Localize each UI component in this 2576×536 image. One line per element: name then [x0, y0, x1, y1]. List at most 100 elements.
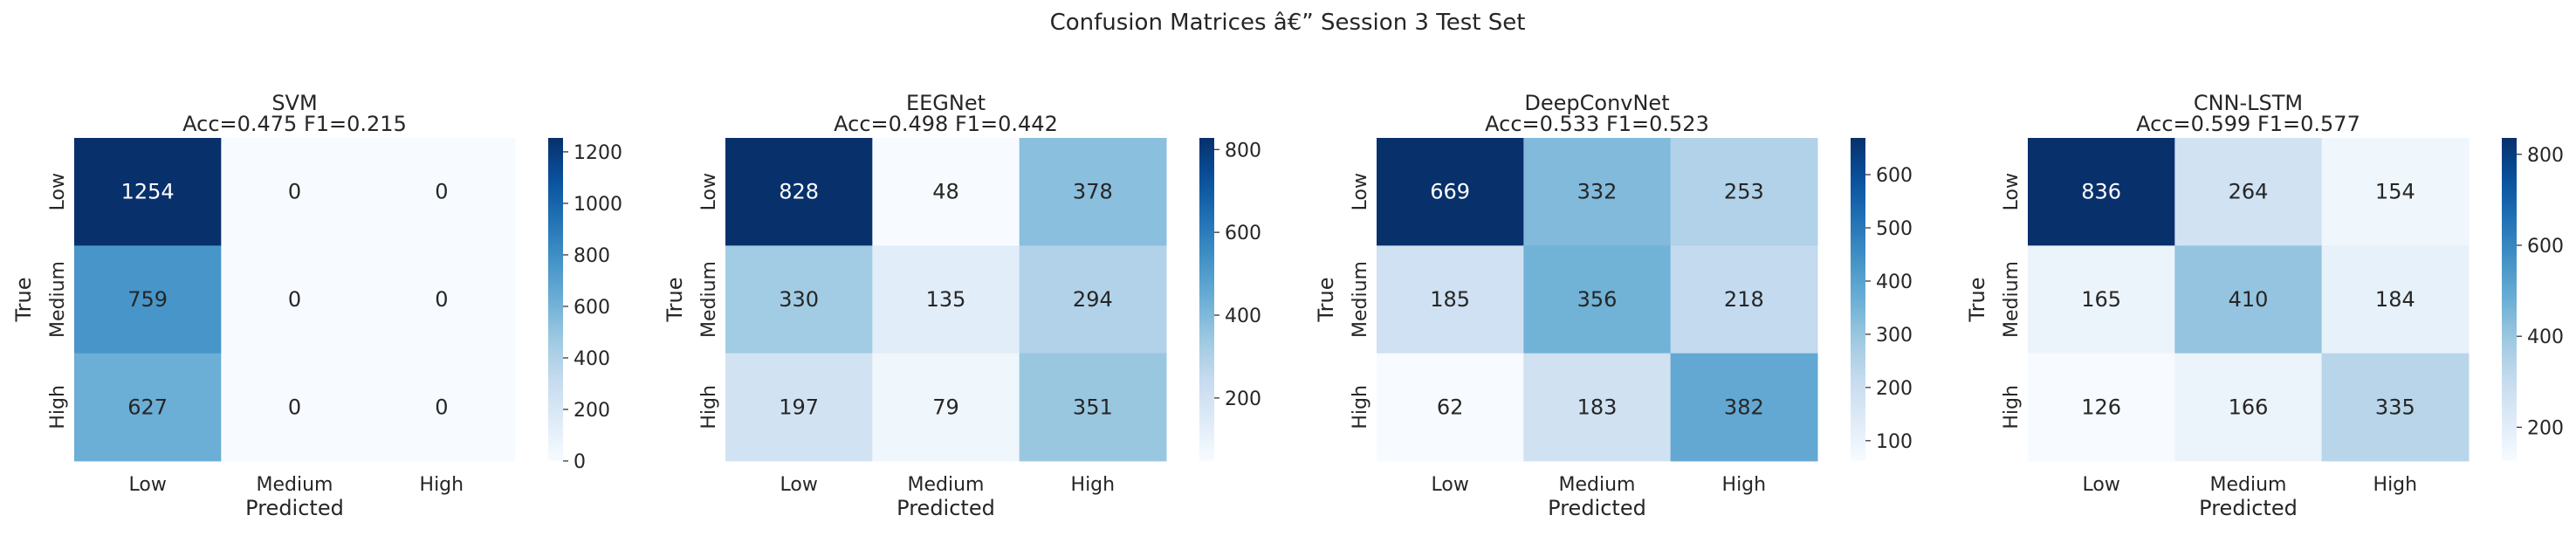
heatmap-cell	[2174, 245, 2323, 354]
heatmap-cell	[2321, 245, 2470, 354]
y-tick-label: High	[698, 385, 720, 429]
x-axis-label: Predicted	[245, 496, 344, 520]
panel-title: DeepConvNet	[1524, 91, 1669, 115]
panel-subtitle: Acc=0.599 F1=0.577	[2136, 112, 2360, 136]
cell-value-label: 294	[1073, 287, 1113, 312]
colorbar	[2502, 138, 2517, 461]
x-tick-label: High	[1722, 474, 1767, 496]
cell-value-label: 836	[2081, 180, 2121, 204]
y-tick-label: Medium	[698, 261, 720, 338]
heatmap-cell	[2028, 353, 2175, 462]
y-axis-label: True	[1314, 278, 1338, 323]
y-tick-label: High	[47, 385, 69, 429]
cell-value-label: 627	[127, 395, 168, 419]
panel-title: EEGNet	[906, 91, 986, 115]
colorbar-tick-label: 500	[1876, 218, 1913, 240]
heatmap-cell	[872, 353, 1020, 462]
colorbar	[1851, 138, 1865, 461]
cell-value-label: 332	[1577, 180, 1618, 204]
cell-value-label: 356	[1577, 287, 1618, 312]
colorbar-tick-label: 200	[2527, 417, 2564, 439]
colorbar-tick-label: 800	[2527, 145, 2564, 167]
panel-title: CNN-LSTM	[2194, 91, 2303, 115]
heatmap-cell	[872, 245, 1020, 354]
cell-value-label: 264	[2229, 180, 2269, 204]
colorbar-tick-label: 600	[2527, 236, 2564, 258]
x-tick-label: Low	[2083, 474, 2120, 496]
x-tick-label: Low	[129, 474, 167, 496]
colorbar-tick-label: 600	[574, 297, 610, 319]
heatmap-cell	[1670, 138, 1818, 246]
panel-title: SVM	[271, 91, 317, 115]
x-tick-label: High	[1071, 474, 1116, 496]
cell-value-label: 1254	[121, 180, 175, 204]
colorbar-tick-label: 600	[1876, 165, 1913, 187]
colorbar-tick-label: 100	[1876, 431, 1913, 453]
x-tick-label: Low	[780, 474, 818, 496]
cell-value-label: 197	[779, 395, 819, 419]
cell-value-label: 330	[779, 287, 819, 312]
cell-value-label: 382	[1724, 395, 1764, 419]
y-axis-label: True	[1965, 278, 1989, 323]
panel-subtitle: Acc=0.475 F1=0.215	[182, 112, 407, 136]
heatmap-cell	[1670, 353, 1818, 462]
heatmap-cell	[2028, 138, 2175, 246]
y-tick-label: Low	[1350, 173, 1371, 210]
colorbar-tick-label: 200	[574, 400, 610, 422]
colorbar-tick-label: 200	[1876, 378, 1913, 400]
heatmap-cell	[2028, 245, 2175, 354]
colorbar-tick-label: 800	[1225, 140, 1261, 161]
colorbar-tick-label: 400	[1225, 306, 1261, 327]
colorbar-tick-label: 400	[2527, 326, 2564, 348]
heatmap-cell	[221, 353, 369, 462]
cell-value-label: 154	[2375, 180, 2415, 204]
heatmap-cell	[2321, 353, 2470, 462]
cell-value-label: 184	[2375, 287, 2415, 312]
cell-value-label: 669	[1430, 180, 1470, 204]
heatmap-cell	[872, 138, 1020, 246]
y-tick-label: Medium	[2001, 261, 2023, 338]
heatmap-cell	[74, 353, 222, 462]
cell-value-label: 0	[435, 180, 448, 204]
x-tick-label: High	[2373, 474, 2418, 496]
heatmap-cell	[1019, 245, 1167, 354]
x-tick-label: Low	[1432, 474, 1469, 496]
heatmap-cell	[221, 138, 369, 246]
heatmap-cell	[1377, 138, 1524, 246]
panel-subtitle: Acc=0.498 F1=0.442	[834, 112, 1058, 136]
cell-value-label: 79	[932, 395, 959, 419]
heatmap-cell	[368, 353, 516, 462]
cell-value-label: 0	[288, 287, 301, 312]
heatmap-cell	[1670, 245, 1818, 354]
y-tick-label: Medium	[1350, 261, 1371, 338]
colorbar-tick-label: 600	[1225, 223, 1261, 244]
y-tick-label: Low	[698, 173, 720, 210]
x-axis-label: Predicted	[1548, 496, 1646, 520]
colorbar-tick-label: 300	[1876, 325, 1913, 347]
colorbar	[548, 138, 563, 461]
colorbar-tick-label: 1200	[574, 142, 622, 164]
heatmap-cell	[1523, 353, 1672, 462]
heatmap-cell	[1523, 245, 1672, 354]
colorbar	[1199, 138, 1214, 461]
cell-value-label: 166	[2229, 395, 2269, 419]
y-axis-label: True	[663, 278, 687, 323]
cell-value-label: 185	[1430, 287, 1470, 312]
cell-value-label: 253	[1724, 180, 1764, 204]
cell-value-label: 759	[127, 287, 168, 312]
colorbar-tick-label: 200	[1225, 388, 1261, 410]
heatmap-cell	[1523, 138, 1672, 246]
cell-value-label: 135	[926, 287, 966, 312]
heatmap-cell	[74, 138, 222, 246]
cell-value-label: 62	[1437, 395, 1464, 419]
heatmap-cell	[2174, 353, 2323, 462]
cell-value-label: 828	[779, 180, 819, 204]
heatmap-cell	[2174, 138, 2323, 246]
colorbar-tick-label: 800	[574, 245, 610, 267]
cell-value-label: 183	[1577, 395, 1618, 419]
heatmap-cell	[74, 245, 222, 354]
